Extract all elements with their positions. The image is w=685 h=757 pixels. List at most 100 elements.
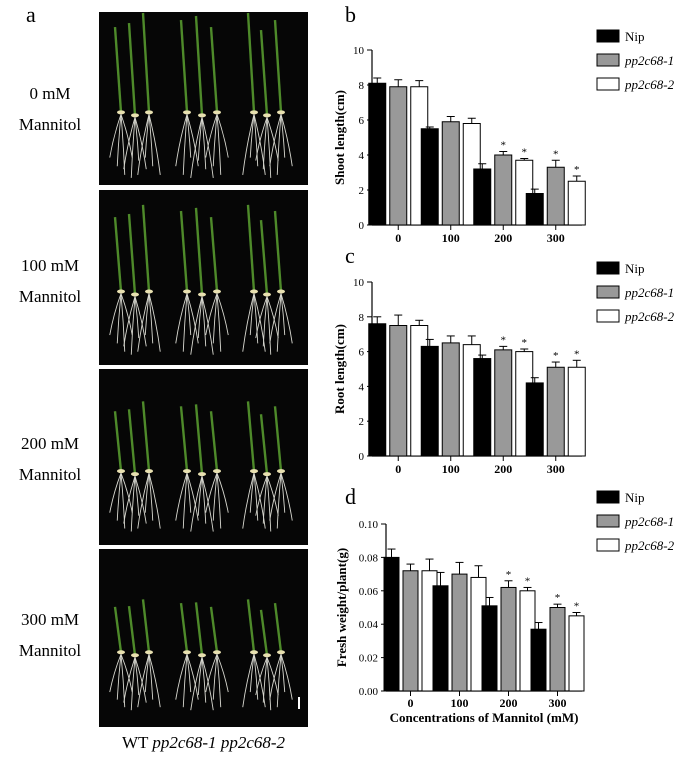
seedling-shoot <box>273 210 283 292</box>
legend-swatch <box>596 538 620 552</box>
seedling-root <box>201 657 207 703</box>
seedlings-drawing <box>109 401 293 532</box>
legend-swatch <box>596 514 620 528</box>
seedling-root <box>190 117 203 178</box>
seedling-root <box>262 296 268 347</box>
seedling-root <box>216 473 222 529</box>
seed <box>277 650 285 655</box>
condition-agent: Mannitol <box>18 115 82 134</box>
seed <box>117 469 125 474</box>
seedling-root <box>253 293 259 344</box>
seedling-root <box>255 657 268 696</box>
seed <box>145 110 153 115</box>
y-tick-label: 0.08 <box>359 552 379 564</box>
seed <box>198 472 206 477</box>
legend-swatch <box>596 285 620 299</box>
seedlings-drawing <box>109 12 293 178</box>
y-axis-label: Root length(cm) <box>332 324 347 414</box>
seed <box>117 110 125 115</box>
legend-swatch <box>596 29 620 43</box>
seedling-root <box>262 476 268 524</box>
bar <box>481 605 498 692</box>
legend-swatch <box>596 53 620 67</box>
caption-wt: WT <box>121 733 149 752</box>
bar <box>568 615 585 692</box>
legend-swatch <box>596 77 620 91</box>
x-axis-label: Concentrations of Mannitol (mM) <box>390 710 579 725</box>
seedling-root <box>120 473 126 529</box>
y-tick-label: 2 <box>359 185 365 197</box>
bar <box>451 573 468 692</box>
seedling-root <box>197 296 203 339</box>
x-tick-label: 100 <box>451 696 469 710</box>
seedling-root <box>137 293 150 352</box>
seedling-root <box>130 117 136 178</box>
seedling-shoot <box>141 12 151 113</box>
significance-star: * <box>574 164 580 176</box>
seedling-root <box>205 654 218 693</box>
seedling-root <box>205 293 218 336</box>
seed <box>198 653 206 658</box>
seedling-root <box>186 654 199 700</box>
y-tick-label: 6 <box>359 347 365 359</box>
seedling-root <box>116 473 122 521</box>
seedling-root <box>120 654 126 708</box>
legend-label: pp2c68-2 <box>624 538 675 553</box>
seed <box>250 289 258 294</box>
condition-agent: Mannitol <box>18 465 82 484</box>
seedling-shoot <box>259 29 269 116</box>
seedling-root <box>276 293 282 352</box>
seedling-root <box>276 473 282 529</box>
legend-label: pp2c68-2 <box>624 309 675 324</box>
scale-bar <box>298 697 300 709</box>
bar <box>383 556 400 692</box>
seed <box>213 289 221 294</box>
bar <box>549 607 566 692</box>
seedling-root <box>253 114 266 175</box>
seedling-root <box>205 472 218 513</box>
y-tick-label: 0.02 <box>359 653 378 665</box>
seedling-shoot <box>179 210 189 292</box>
seed <box>263 113 271 118</box>
seedling-root <box>120 293 133 336</box>
seedling-root <box>212 473 218 521</box>
significance-star: * <box>501 334 507 346</box>
seedling-root <box>109 293 122 336</box>
seed <box>250 469 258 474</box>
seedling-root <box>148 293 154 344</box>
seedling-root <box>216 472 229 513</box>
x-tick-label: 200 <box>500 696 518 710</box>
seedling-root <box>216 114 222 175</box>
seedling-root <box>197 117 203 161</box>
condition-agent: Mannitol <box>18 287 82 306</box>
seedling-root <box>123 117 136 170</box>
seedling-root <box>216 114 229 158</box>
seedling-shoot <box>273 19 283 113</box>
seedling-root <box>175 114 188 167</box>
seedling-root <box>253 114 259 167</box>
seedling-shoot <box>113 26 123 113</box>
seedling-root <box>280 114 293 167</box>
seedling-root <box>134 296 140 339</box>
y-tick-label: 0.00 <box>359 686 379 698</box>
seed <box>263 292 271 297</box>
seedling-shoot <box>273 602 283 653</box>
seedling-root <box>255 475 268 516</box>
seedling-root <box>253 293 266 352</box>
seedling-root <box>266 476 272 532</box>
seed <box>250 110 258 115</box>
significance-star: * <box>574 601 580 613</box>
seedling-shoot <box>194 207 204 295</box>
seedling-shoot <box>246 599 256 653</box>
seed <box>277 289 285 294</box>
seedling-root <box>255 117 268 161</box>
x-tick-label: 300 <box>549 696 567 710</box>
legend-swatch <box>596 261 620 275</box>
seed <box>213 650 221 655</box>
seedling-shoot <box>209 26 219 113</box>
seed <box>131 653 139 658</box>
seedling-root <box>186 114 199 167</box>
seed <box>131 472 139 477</box>
seedling-root <box>216 654 222 708</box>
